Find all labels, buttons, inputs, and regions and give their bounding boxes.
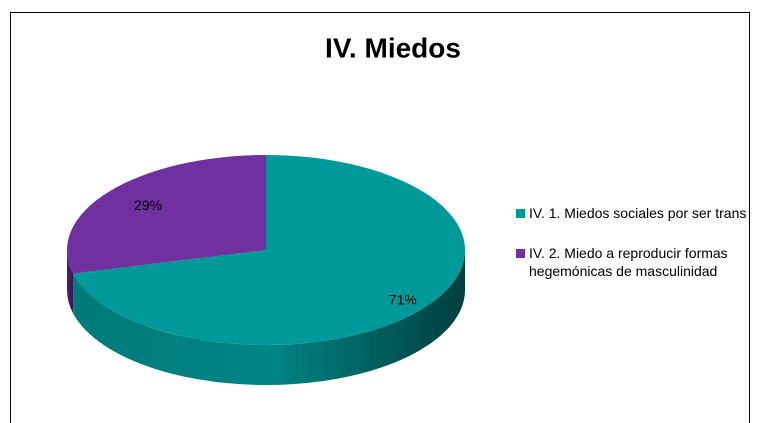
pie-slice-side — [73, 250, 465, 385]
legend-swatch — [516, 209, 525, 218]
legend-label: IV. 2. Miedo a reproducir formas hegemón… — [529, 245, 728, 279]
legend-item: IV. 1. Miedos sociales por ser trans — [516, 204, 752, 222]
chart-title: IV. Miedos — [325, 32, 461, 63]
legend-item: IV. 2. Miedo a reproducir formas hegemón… — [516, 244, 752, 280]
pie-slice-side — [67, 250, 74, 314]
pie-slice — [73, 155, 465, 345]
legend-label: IV. 1. Miedos sociales por ser trans — [529, 205, 747, 221]
data-label: 71% — [389, 291, 417, 307]
pie-slice — [66, 155, 266, 274]
data-label: 29% — [134, 197, 162, 213]
legend: IV. 1. Miedos sociales por ser trans IV. … — [516, 204, 752, 302]
legend-swatch — [516, 249, 525, 258]
